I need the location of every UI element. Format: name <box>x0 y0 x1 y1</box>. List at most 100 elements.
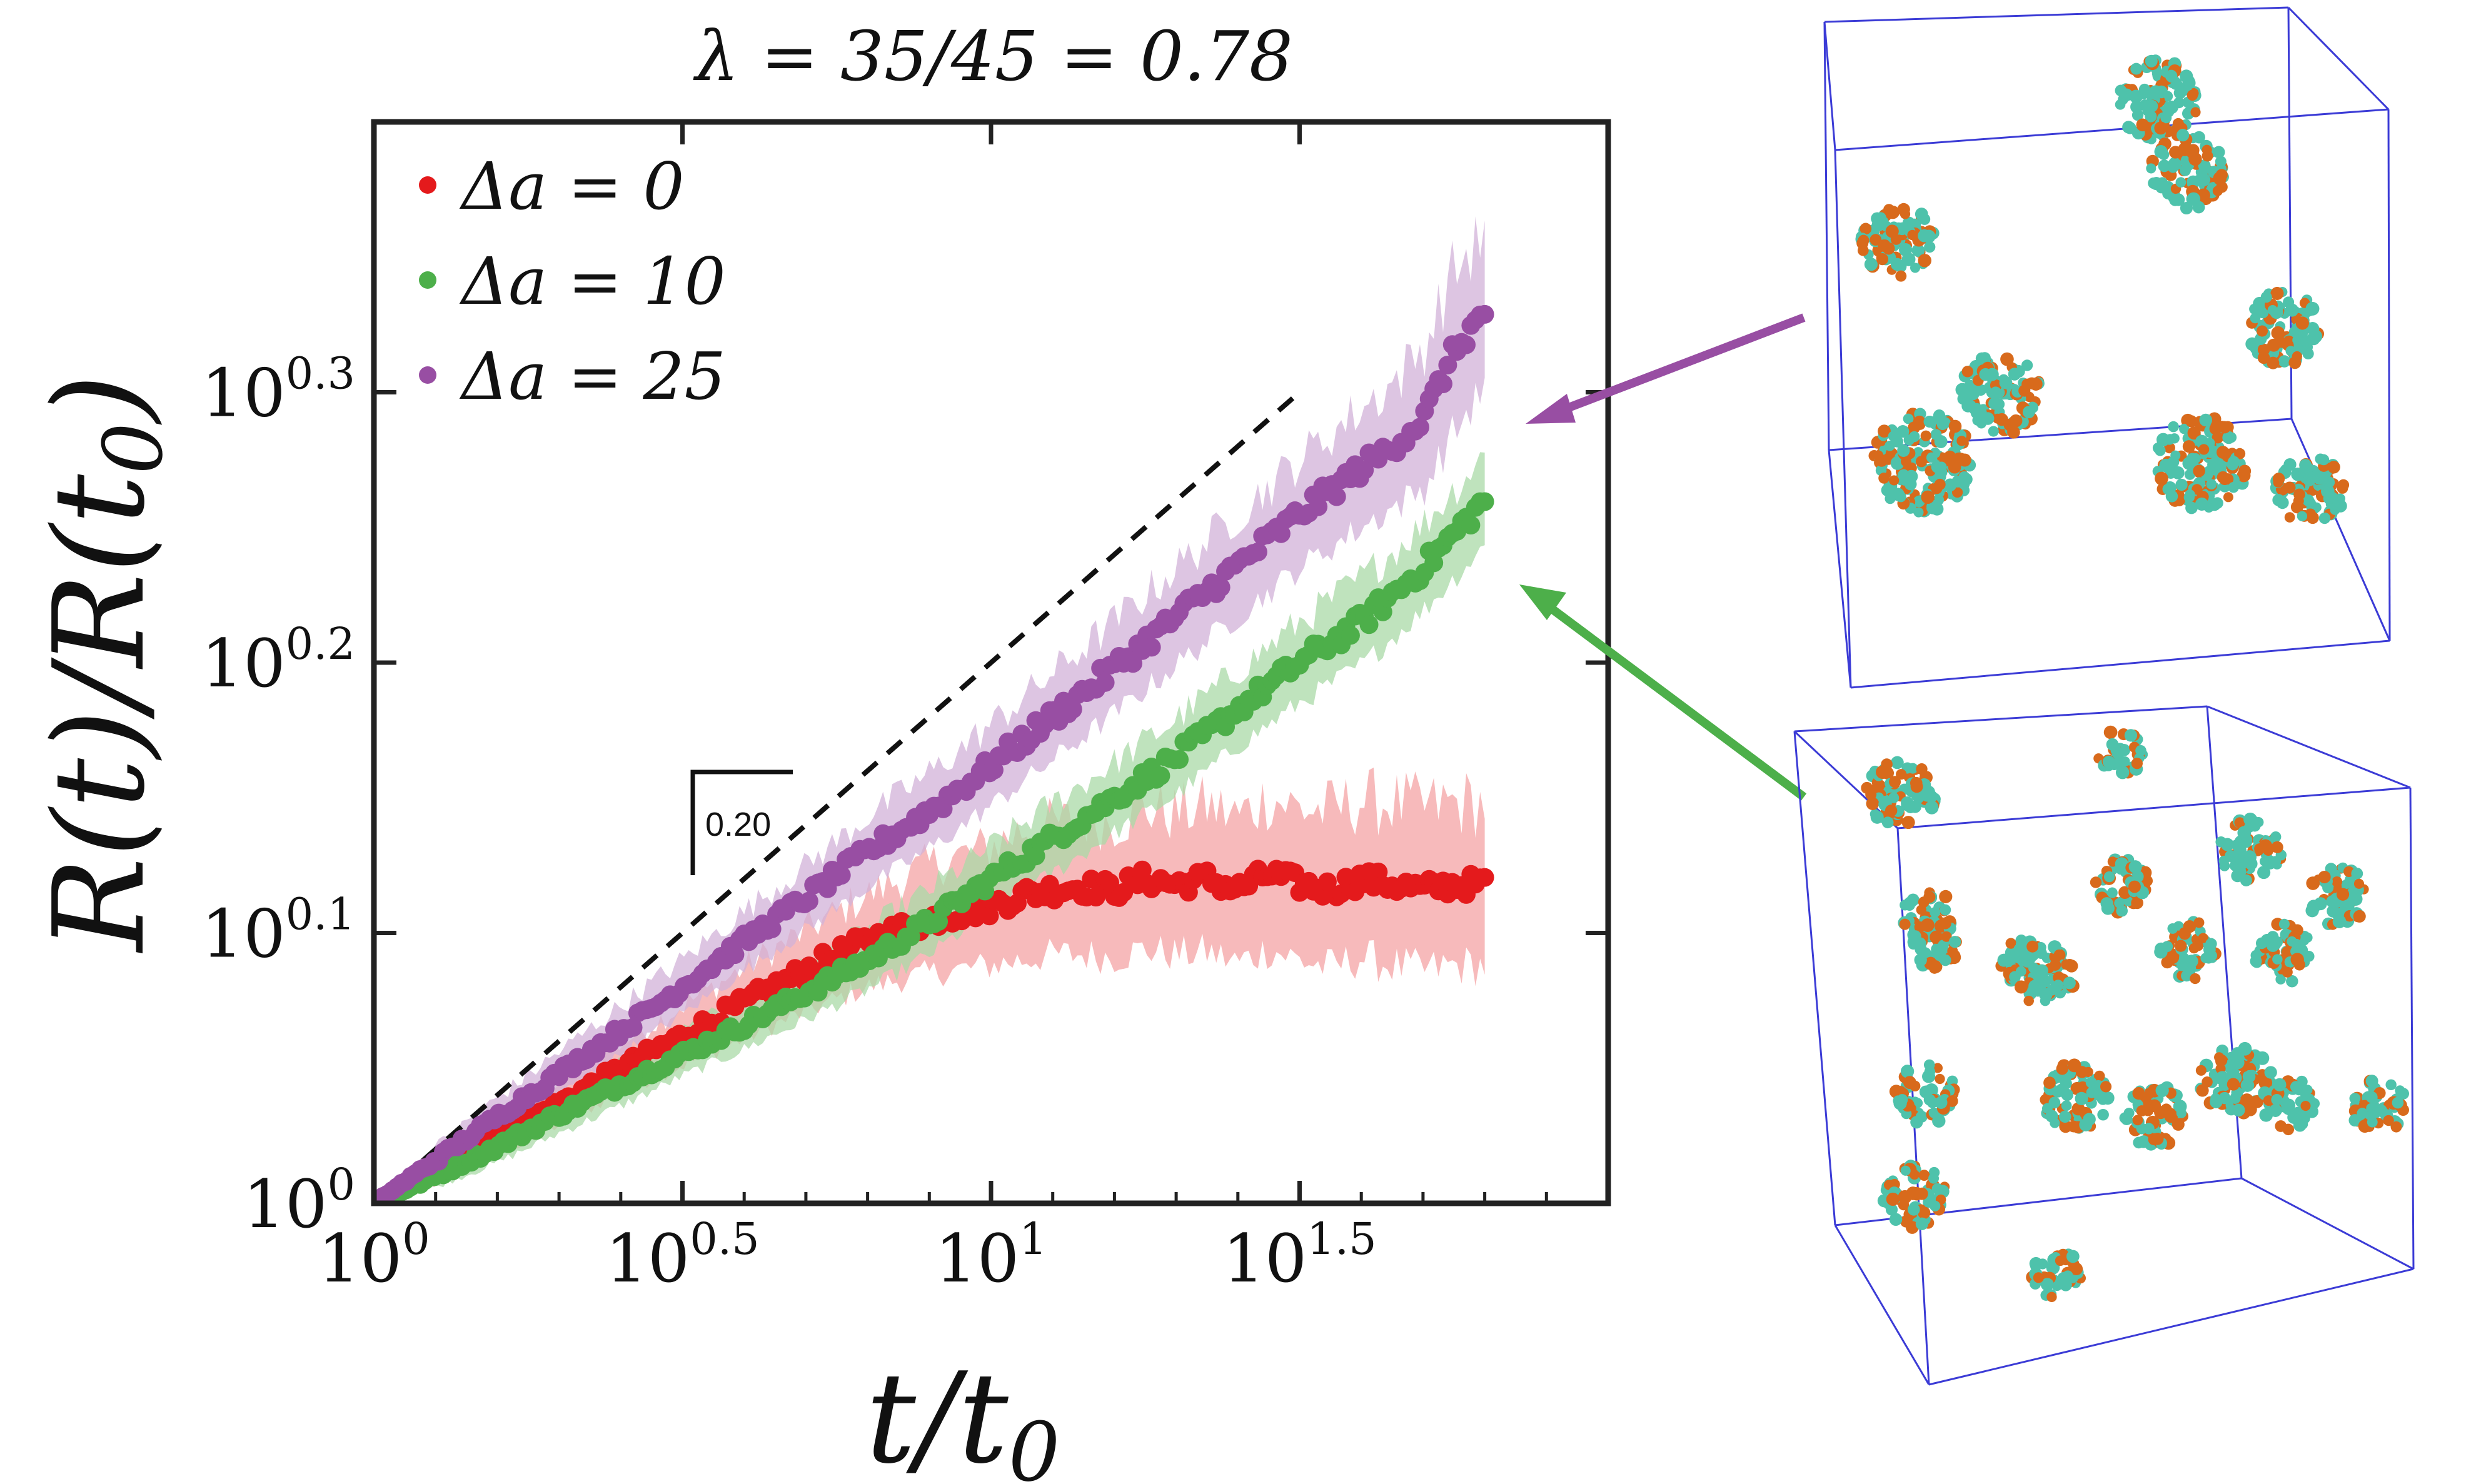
bead <box>1910 780 1923 793</box>
bead <box>2278 918 2290 930</box>
bead <box>2154 145 2168 159</box>
bead <box>2227 1078 2240 1091</box>
bead <box>2231 1056 2245 1070</box>
bead <box>2021 954 2034 968</box>
data-point <box>1271 524 1291 543</box>
y-tick-label: 100.2 <box>201 618 355 702</box>
bead <box>2155 471 2168 486</box>
bead <box>2263 845 2274 856</box>
bead <box>1910 1186 1924 1201</box>
bead <box>1916 763 1928 775</box>
bead <box>1882 242 1895 255</box>
bead <box>1897 444 1910 457</box>
bead <box>1890 258 1904 271</box>
plot-area: 0.20 100 100.5 101 101.5 100 100.1 100.2 100.3… <box>201 119 1611 1297</box>
bead <box>1900 1065 1915 1078</box>
bead <box>2015 966 2026 977</box>
bead <box>1870 234 1882 246</box>
bead <box>2175 940 2187 952</box>
bead <box>2299 459 2312 472</box>
bead <box>2130 63 2143 75</box>
y-tick-label: 100.1 <box>201 889 355 973</box>
bead <box>1922 1070 1936 1083</box>
micelle-cluster <box>2026 1248 2086 1303</box>
bead <box>1926 1096 1938 1108</box>
bead <box>2207 458 2220 471</box>
box-edge <box>1897 786 2411 830</box>
bead <box>1930 1200 1941 1211</box>
micelle-cluster <box>2119 1081 2188 1151</box>
bead <box>2193 464 2205 478</box>
bead <box>1920 430 1931 441</box>
bead <box>1886 1192 1900 1206</box>
slope-label: 0.20 <box>705 806 771 843</box>
bead <box>2071 1102 2085 1116</box>
bead <box>1903 413 1914 424</box>
bead <box>1858 244 1869 256</box>
bead <box>2048 1096 2061 1109</box>
legend-marker <box>419 366 436 384</box>
bead <box>2154 945 2168 959</box>
bead <box>2257 351 2270 364</box>
bead <box>1936 461 1947 473</box>
bead <box>2043 1076 2056 1089</box>
bead <box>2215 169 2228 181</box>
bead <box>1898 1190 1912 1204</box>
bead <box>2179 423 2190 434</box>
bead <box>2332 876 2343 888</box>
bead <box>1958 453 1971 467</box>
micelle-cluster <box>2009 940 2080 1006</box>
bead <box>1900 900 1911 911</box>
bead <box>1958 471 1970 483</box>
bead <box>2227 456 2240 469</box>
bead <box>2291 468 2305 481</box>
bead <box>2214 1052 2225 1063</box>
bead <box>1939 417 1951 429</box>
bead <box>2271 841 2283 853</box>
bead <box>2337 897 2349 909</box>
bead <box>1889 475 1900 486</box>
data-point <box>1170 750 1189 770</box>
bead <box>2212 186 2223 196</box>
bead <box>2206 950 2218 961</box>
bead <box>1918 254 1931 268</box>
bead <box>1875 212 1886 223</box>
bead <box>1876 253 1889 266</box>
bead <box>2152 442 2164 454</box>
micelle-cluster <box>2215 812 2287 886</box>
box-edge <box>1928 1268 2414 1386</box>
bead <box>2100 1081 2112 1093</box>
bead <box>2061 1088 2073 1101</box>
legend-label: Δa = 25 <box>459 338 726 414</box>
bead <box>2022 406 2035 419</box>
bead <box>2143 1123 2155 1135</box>
bead <box>1905 801 1917 813</box>
bead <box>2230 1093 2241 1104</box>
bead <box>1896 769 1907 780</box>
bead <box>2202 150 2213 162</box>
bead <box>2033 1272 2044 1283</box>
data-point <box>725 945 745 965</box>
bead <box>2272 494 2285 506</box>
bead <box>1976 418 1986 429</box>
bead <box>2267 304 2278 316</box>
bead <box>2120 756 2130 767</box>
bead <box>2124 729 2138 742</box>
data-point <box>980 906 999 926</box>
bead <box>2275 974 2286 985</box>
bead <box>2286 975 2298 988</box>
annotation-arrow-green <box>1519 584 1807 801</box>
bead <box>2075 1091 2088 1106</box>
legend-label: Δa = 0 <box>459 148 685 224</box>
bead <box>2061 959 2072 970</box>
bead <box>2009 414 2023 428</box>
bead <box>2114 898 2125 908</box>
bead <box>2307 900 2321 914</box>
bead <box>2349 1093 2361 1104</box>
data-point <box>1142 638 1161 657</box>
bead <box>1896 425 1910 438</box>
bead <box>2326 895 2339 908</box>
bead <box>2287 1110 2301 1124</box>
data-point <box>1355 461 1374 480</box>
bead <box>2122 121 2135 134</box>
